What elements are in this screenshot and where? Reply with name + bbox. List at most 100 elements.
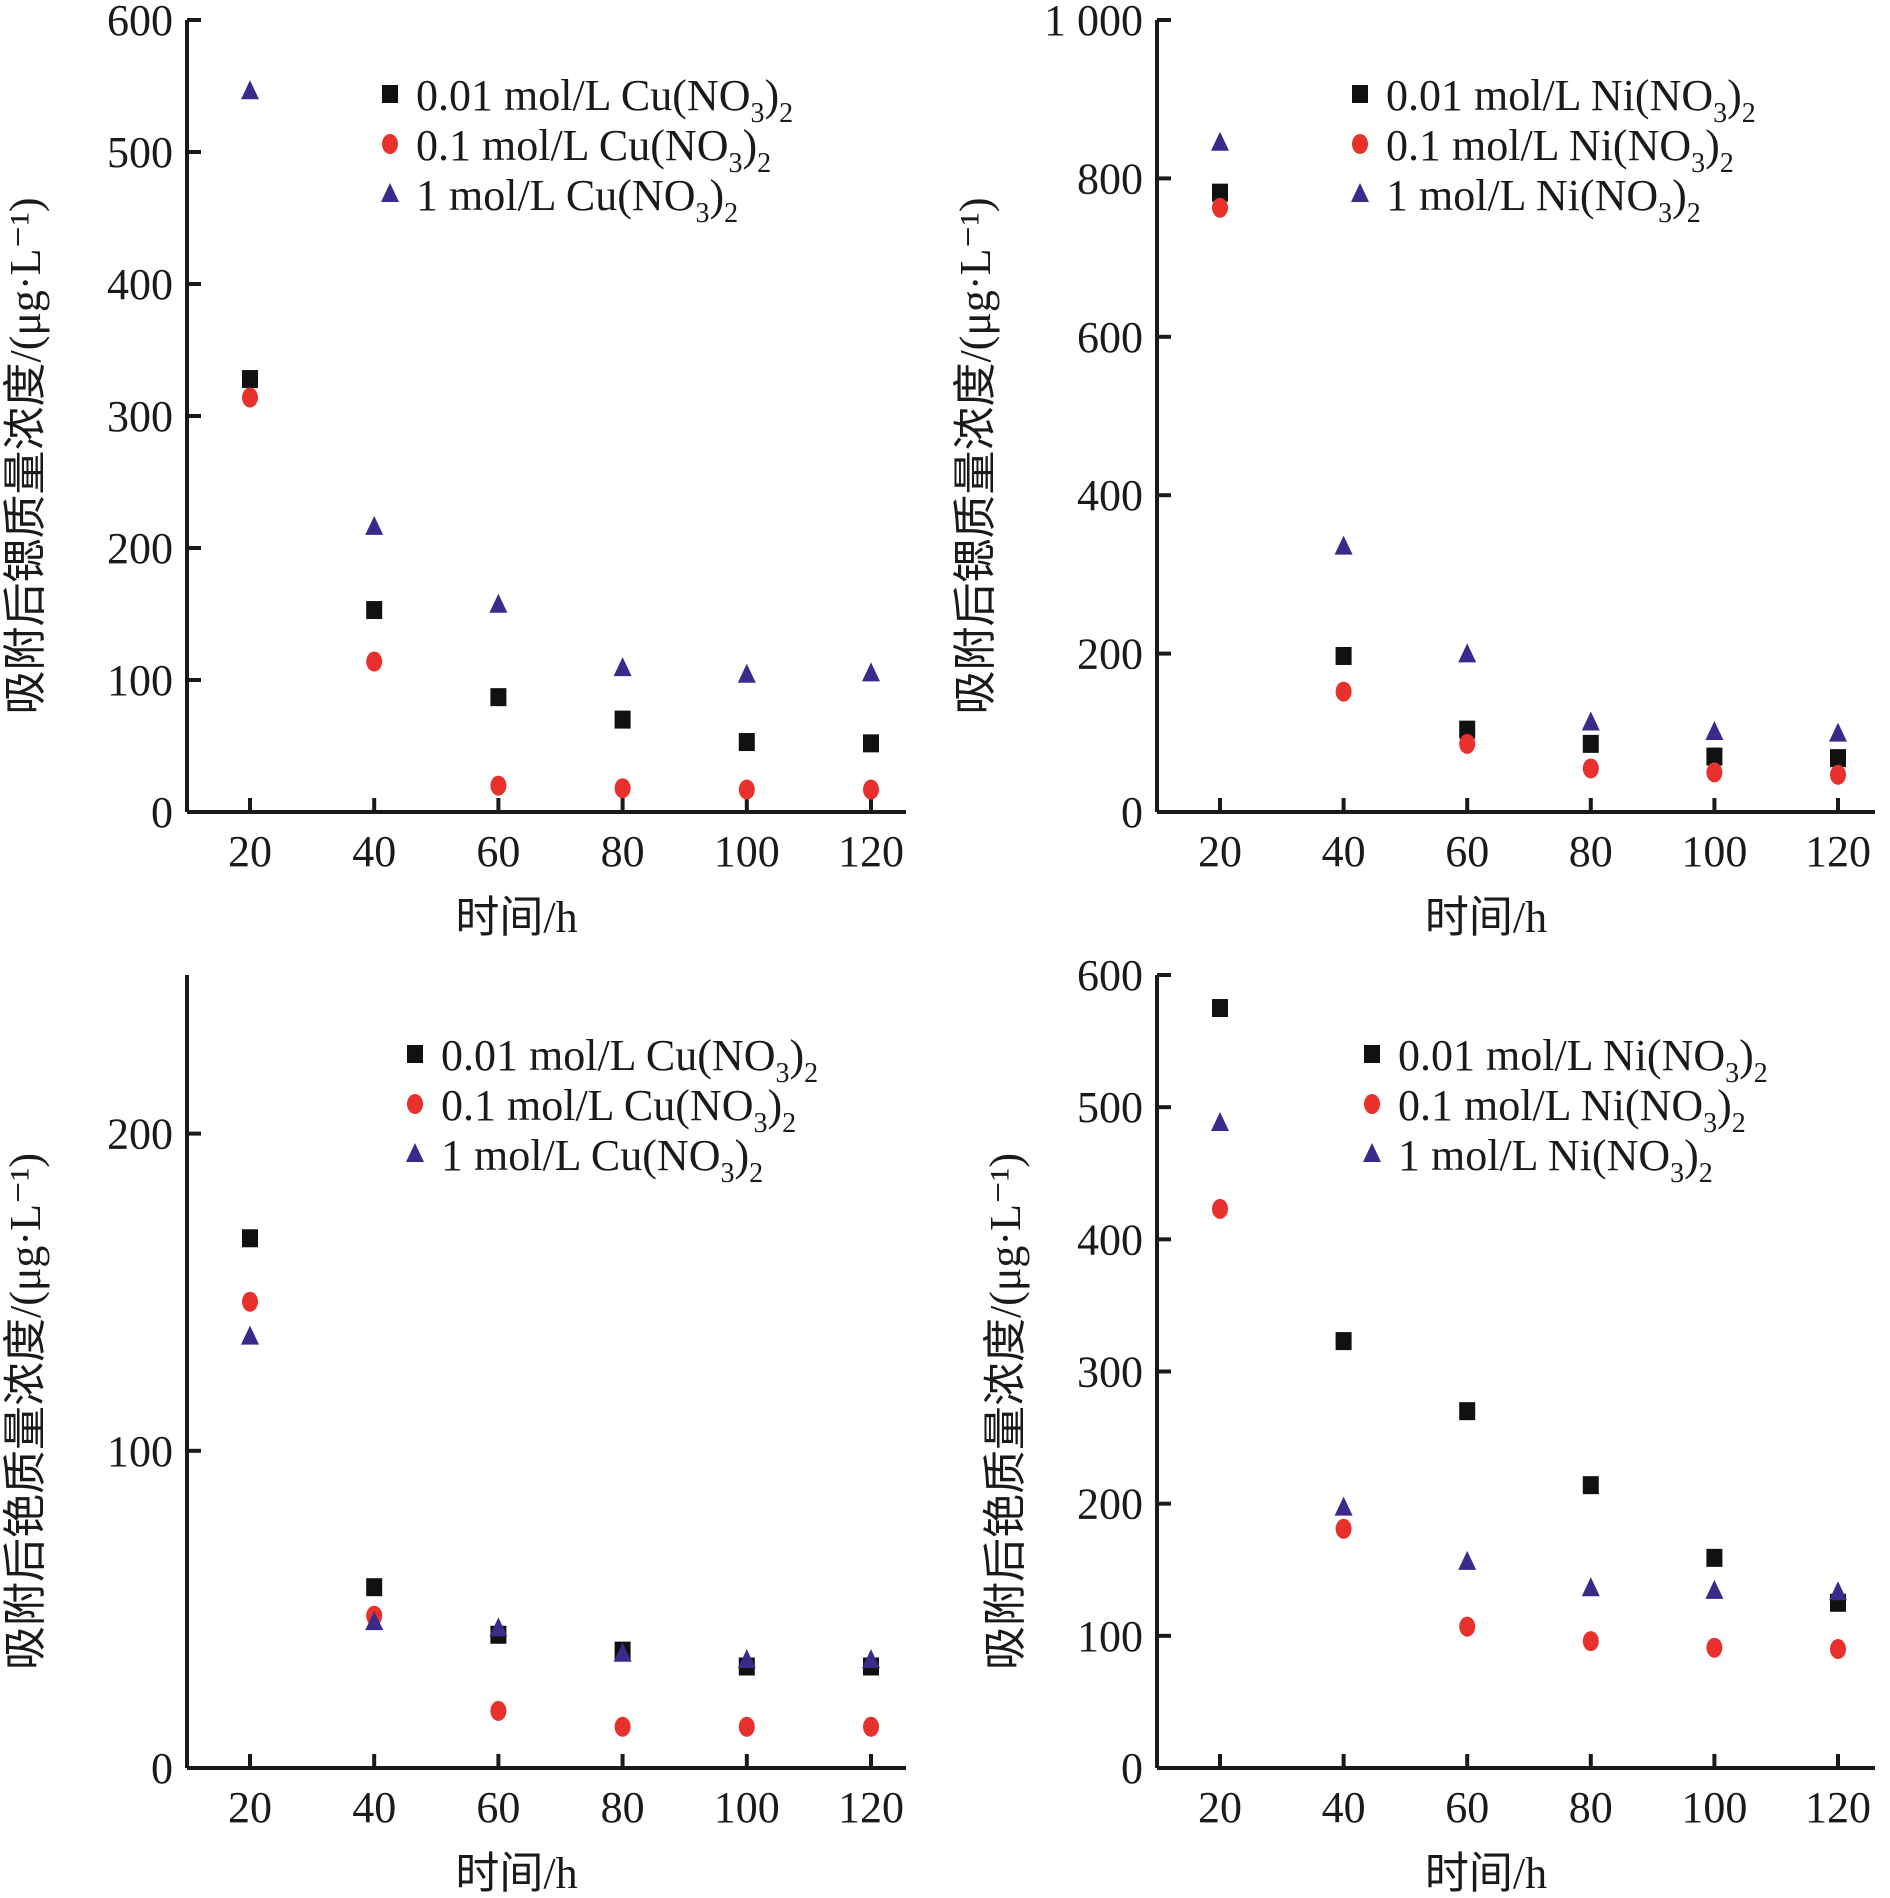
data-point-series-2 xyxy=(1335,681,1352,702)
data-point-series-3 xyxy=(489,1617,508,1637)
legend-label-part: 3 xyxy=(1703,1108,1717,1139)
data-point-series-2 xyxy=(1706,1637,1723,1658)
legend-marker xyxy=(1364,1045,1380,1063)
legend-label-part: 2 xyxy=(782,1108,796,1139)
x-tick-label: 60 xyxy=(476,1783,520,1832)
legend-label-part: ) xyxy=(1717,1081,1732,1130)
x-tick-label: 20 xyxy=(1198,1783,1242,1832)
data-point-series-2 xyxy=(242,387,258,408)
y-axis-title: 吸附后锶质量浓度/(μg·L⁻¹) xyxy=(951,197,1000,714)
legend-label-part: ) xyxy=(742,121,757,170)
data-point-series-2 xyxy=(1830,1639,1846,1660)
data-point-series-2 xyxy=(1212,1198,1228,1219)
data-point-series-3 xyxy=(1211,1112,1229,1132)
data-point-series-2 xyxy=(614,1716,631,1737)
x-tick-label: 80 xyxy=(601,1783,645,1832)
data-point-series-3 xyxy=(489,593,508,613)
y-tick-label: 600 xyxy=(1077,313,1143,362)
y-tick-label: 400 xyxy=(1077,1215,1143,1264)
data-point-series-2 xyxy=(738,1716,755,1737)
data-point-series-1 xyxy=(1212,999,1228,1018)
data-point-series-3 xyxy=(241,80,259,100)
data-point-series-3 xyxy=(1581,711,1600,731)
legend-marker xyxy=(1352,134,1368,154)
legend-label-part: 0.1 mol/L Cu(NO xyxy=(416,121,728,170)
legend-marker xyxy=(407,1045,423,1063)
legend-label-part: 3 xyxy=(775,1058,789,1089)
data-point-series-1 xyxy=(490,688,507,707)
data-point-series-3 xyxy=(862,1649,880,1669)
data-point-series-1 xyxy=(242,1229,258,1248)
x-tick-label: 40 xyxy=(1322,827,1366,876)
legend-label-part: 0.01 mol/L Ni(NO xyxy=(1398,1031,1725,1080)
data-point-series-1 xyxy=(1459,1402,1476,1421)
x-axis-title: 时间/h xyxy=(455,1849,577,1898)
data-point-series-3 xyxy=(365,1611,384,1631)
y-tick-label: 0 xyxy=(151,1744,173,1793)
data-point-series-1 xyxy=(1212,183,1228,202)
legend-label-part: 0.01 mol/L Cu(NO xyxy=(416,71,750,120)
x-axis-title: 时间/h xyxy=(1425,893,1547,942)
legend-label: 0.01 mol/L Ni(NO3)2 xyxy=(1398,1031,1768,1089)
data-point-series-3 xyxy=(1334,1496,1353,1516)
data-point-series-2 xyxy=(490,775,507,796)
legend-label-part: 0.1 mol/L Ni(NO xyxy=(1398,1081,1703,1130)
legend-label-part: 2 xyxy=(1742,98,1756,129)
legend-label-part: 1 mol/L Cu(NO xyxy=(416,171,695,220)
x-tick-label: 120 xyxy=(1805,827,1871,876)
x-tick-label: 120 xyxy=(1805,1783,1871,1832)
legend-label-part: 2 xyxy=(749,1158,763,1189)
data-point-series-1 xyxy=(1706,1548,1723,1567)
y-tick-label: 300 xyxy=(1077,1348,1143,1397)
legend: 0.01 mol/L Ni(NO3)20.1 mol/L Ni(NO3)21 m… xyxy=(1363,1031,1768,1189)
legend-label-part: ) xyxy=(1684,1131,1699,1180)
y-axis-title: 吸附后锶质量浓度/(μg·L⁻¹) xyxy=(1,197,50,714)
x-axis-title: 时间/h xyxy=(1425,1849,1547,1898)
legend-marker xyxy=(406,1143,424,1162)
legend-label-part: 3 xyxy=(1691,148,1705,179)
legend-label: 0.01 mol/L Ni(NO3)2 xyxy=(1386,71,1756,129)
data-point-series-2 xyxy=(1706,762,1723,783)
legend-label-part: ) xyxy=(1705,121,1720,170)
y-tick-label: 400 xyxy=(1077,471,1143,520)
legend-label: 0.01 mol/L Cu(NO3)2 xyxy=(416,71,793,129)
x-tick-label: 120 xyxy=(838,827,904,876)
chart-panel-1: 0 100 200 300 400 500 600 20 40 60 80 100 120 时间/h 吸附后… xyxy=(1,0,906,942)
legend-label: 0.1 mol/L Cu(NO3)2 xyxy=(416,121,771,179)
y-tick-label: 0 xyxy=(1121,788,1143,837)
x-tick-label: 20 xyxy=(228,1783,272,1832)
legend-marker xyxy=(407,1094,423,1114)
legend-label-part: 2 xyxy=(757,148,771,179)
data-point-series-2 xyxy=(738,779,755,800)
x-tick-label: 100 xyxy=(714,827,780,876)
legend-label-part: 2 xyxy=(1732,1108,1746,1139)
data-point-series-1 xyxy=(1706,747,1723,766)
data-point-series-2 xyxy=(1459,733,1476,754)
data-point-series-3 xyxy=(1458,1550,1477,1570)
y-tick-label: 800 xyxy=(1077,154,1143,203)
data-point-series-1 xyxy=(1830,749,1846,768)
y-tick-label: 600 xyxy=(107,0,173,45)
x-tick-label: 20 xyxy=(228,827,272,876)
data-point-series-3 xyxy=(1705,1579,1724,1599)
legend-label: 1 mol/L Ni(NO3)2 xyxy=(1398,1131,1713,1189)
data-point-series-1 xyxy=(863,734,879,753)
y-tick-label: 1 000 xyxy=(1044,0,1143,45)
legend: 0.01 mol/L Cu(NO3)20.1 mol/L Cu(NO3)21 m… xyxy=(381,71,793,229)
x-tick-label: 60 xyxy=(1445,827,1489,876)
legend-label-part: ) xyxy=(767,1081,782,1130)
x-axis-title: 时间/h xyxy=(455,893,577,942)
data-point-series-1 xyxy=(1335,646,1352,665)
data-point-series-2 xyxy=(863,1716,879,1737)
legend-label-part: 1 mol/L Ni(NO xyxy=(1386,171,1658,220)
y-tick-label: 400 xyxy=(107,260,173,309)
y-tick-label: 100 xyxy=(107,656,173,705)
legend-label-part: 2 xyxy=(1687,198,1701,229)
data-point-series-2 xyxy=(614,778,631,799)
legend-label-part: 3 xyxy=(1725,1058,1739,1089)
data-point-series-3 xyxy=(365,515,384,535)
legend-label-part: 2 xyxy=(1720,148,1734,179)
legend-label-part: ) xyxy=(734,1131,749,1180)
y-axis-title: 吸附后铯质量浓度/(μg·L⁻¹) xyxy=(981,1153,1030,1670)
data-point-series-3 xyxy=(1829,722,1847,742)
